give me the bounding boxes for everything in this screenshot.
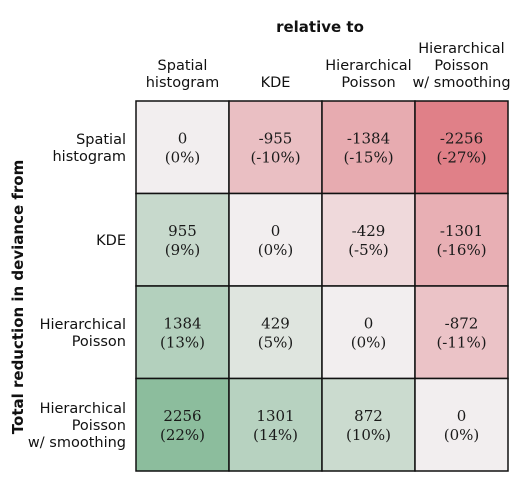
cell-value-r1-c0: 955 bbox=[168, 222, 197, 240]
cell-percent-r2-c2: (0%) bbox=[351, 333, 387, 351]
heatmap-cell-r2-c1 bbox=[229, 286, 322, 379]
cell-percent-r3-c3: (0%) bbox=[444, 426, 480, 444]
cell-value-r2-c2: 0 bbox=[364, 314, 374, 332]
heatmap-cell-r3-c0 bbox=[136, 379, 229, 472]
column-labels: Spatial histogram KDE Hierarchical PoissonHi… bbox=[146, 41, 511, 91]
heatmap-cell-r3-c2 bbox=[322, 379, 415, 472]
heatmap-cell-r3-c3 bbox=[415, 379, 508, 472]
heatmap-cell-r2-c3 bbox=[415, 286, 508, 379]
heatmap-cell-r0-c0 bbox=[136, 101, 229, 194]
cell-value-r1-c1: 0 bbox=[271, 222, 281, 240]
cell-percent-r3-c0: (22%) bbox=[160, 426, 205, 444]
cell-value-r2-c3: -872 bbox=[445, 314, 479, 332]
row-label-3: Hierarchical Poisson w/ smoothing bbox=[28, 401, 126, 451]
cell-value-r3-c2: 872 bbox=[354, 407, 383, 425]
heatmap-cell-r0-c3 bbox=[415, 101, 508, 194]
column-label-1: KDE bbox=[261, 75, 291, 91]
column-label-3: Hierarchical Poisson w/ smoothing bbox=[412, 41, 510, 91]
cell-percent-r0-c0: (0%) bbox=[165, 148, 201, 166]
heatmap-cell-r0-c1 bbox=[229, 101, 322, 194]
cell-percent-r0-c2: (-15%) bbox=[343, 148, 393, 166]
cell-value-r3-c3: 0 bbox=[457, 407, 467, 425]
cell-value-r2-c0: 1384 bbox=[163, 314, 201, 332]
column-label-0: Spatial histogram bbox=[146, 58, 220, 91]
row-label-2: Hierarchical Poisson bbox=[40, 317, 126, 350]
cell-percent-r2-c1: (5%) bbox=[258, 333, 294, 351]
heatmap-cell-r2-c0 bbox=[136, 286, 229, 379]
cell-percent-r1-c0: (9%) bbox=[165, 241, 201, 259]
cell-percent-r2-c3: (-11%) bbox=[436, 333, 486, 351]
cell-value-r1-c3: -1301 bbox=[440, 222, 483, 240]
cell-value-r3-c0: 2256 bbox=[163, 407, 201, 425]
cell-value-r0-c0: 0 bbox=[178, 129, 188, 147]
cell-value-r0-c2: -1384 bbox=[347, 129, 390, 147]
cell-value-r0-c3: -2256 bbox=[440, 129, 483, 147]
heatmap-cell-r2-c2 bbox=[322, 286, 415, 379]
heatmap-cell-r1-c0 bbox=[136, 194, 229, 287]
heatmap-cell-r0-c2 bbox=[322, 101, 415, 194]
row-label-0: Spatial histogram bbox=[52, 132, 126, 165]
cell-percent-r3-c2: (10%) bbox=[346, 426, 391, 444]
cell-percent-r0-c1: (-10%) bbox=[250, 148, 300, 166]
cell-percent-r1-c3: (-16%) bbox=[436, 241, 486, 259]
cell-value-r3-c1: 1301 bbox=[256, 407, 294, 425]
cell-percent-r3-c1: (14%) bbox=[253, 426, 298, 444]
cell-percent-r1-c2: (-5%) bbox=[348, 241, 389, 259]
cell-value-r1-c2: -429 bbox=[352, 222, 386, 240]
cell-value-r0-c1: -955 bbox=[259, 129, 293, 147]
cell-value-r2-c1: 429 bbox=[261, 314, 290, 332]
row-label-1: KDE bbox=[96, 233, 126, 249]
cell-percent-r2-c0: (13%) bbox=[160, 333, 205, 351]
column-label-2: Hierarchical Poisson bbox=[325, 58, 411, 91]
cell-percent-r0-c3: (-27%) bbox=[436, 148, 486, 166]
heatmap-cell-r1-c2 bbox=[322, 194, 415, 287]
cell-percent-r1-c1: (0%) bbox=[258, 241, 294, 259]
row-labels: Spatial histogram KDE Hierarchical Poisson Hi… bbox=[28, 132, 126, 451]
heatmap-cell-r1-c1 bbox=[229, 194, 322, 287]
heatmap-cell-r3-c1 bbox=[229, 379, 322, 472]
chart-title: relative to bbox=[276, 18, 364, 36]
heatmap-cell-r1-c3 bbox=[415, 194, 508, 287]
y-axis-title: Total reduction in deviance from bbox=[9, 160, 27, 434]
